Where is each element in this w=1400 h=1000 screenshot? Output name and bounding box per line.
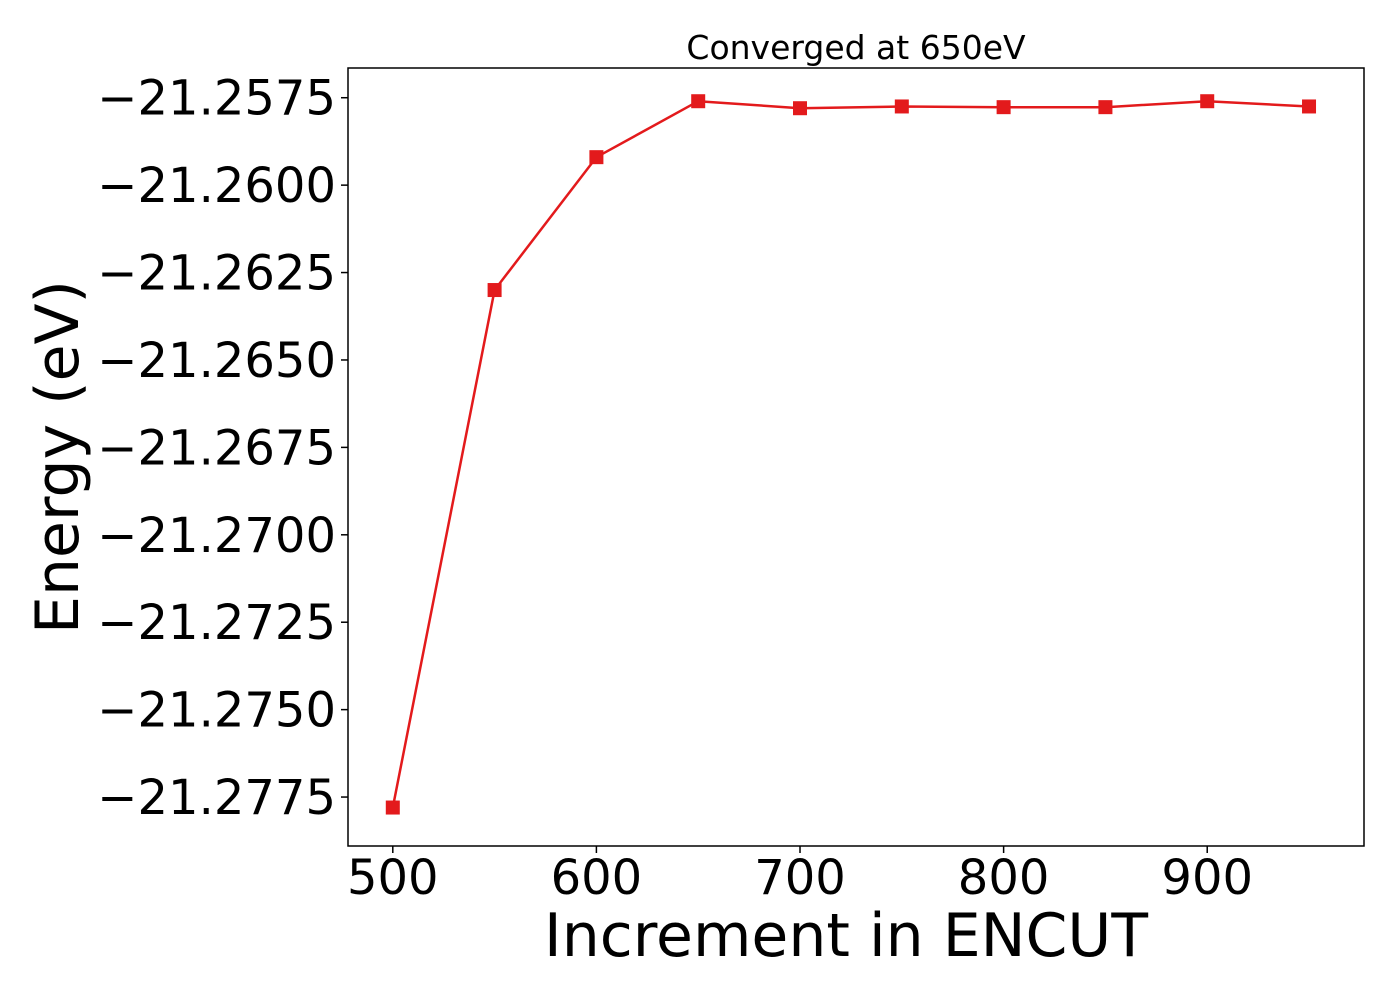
- series-line: [391, 99, 1310, 808]
- chart-title: Converged at 650eV: [686, 28, 1026, 67]
- x-tick-label: 900: [1161, 850, 1253, 906]
- data-point-marker: [1200, 94, 1215, 109]
- plot-background: [348, 68, 1364, 846]
- data-point-marker: [385, 800, 400, 815]
- data-point-marker: [793, 101, 808, 116]
- y-tick-label: −21.2700: [97, 508, 336, 564]
- plot-frame: [347, 67, 1365, 847]
- data-point-marker: [691, 94, 706, 109]
- y-axis-label: Energy (eV): [23, 280, 93, 634]
- x-tick-label: 500: [347, 850, 439, 906]
- y-tick-label: −21.2575: [97, 71, 336, 127]
- y-tick-label: −21.2625: [97, 246, 336, 302]
- y-axis: −21.2775 −21.2750 −21.2725 −21.2700 −21.2675…: [97, 71, 348, 826]
- x-tick-label: 800: [958, 850, 1050, 906]
- data-point-marker: [1302, 99, 1317, 114]
- x-tick-label: 700: [754, 850, 846, 906]
- y-tick-label: −21.2775: [97, 770, 336, 826]
- data-point-marker: [996, 100, 1011, 115]
- x-tick-label: 600: [551, 850, 643, 906]
- data-point-marker: [1098, 100, 1113, 115]
- y-tick-label: −21.2600: [97, 158, 336, 214]
- data-point-marker: [589, 150, 604, 165]
- x-axis: 500 600 700 800 900: [347, 846, 1253, 906]
- data-point-marker: [487, 283, 502, 298]
- x-axis-label: Increment in ENCUT: [544, 901, 1148, 971]
- y-tick-label: −21.2650: [97, 333, 336, 389]
- series-energy: [385, 94, 1317, 815]
- y-tick-label: −21.2725: [97, 595, 336, 651]
- y-tick-label: −21.2750: [97, 683, 336, 739]
- data-point-marker: [894, 99, 909, 114]
- y-tick-label: −21.2675: [97, 420, 336, 476]
